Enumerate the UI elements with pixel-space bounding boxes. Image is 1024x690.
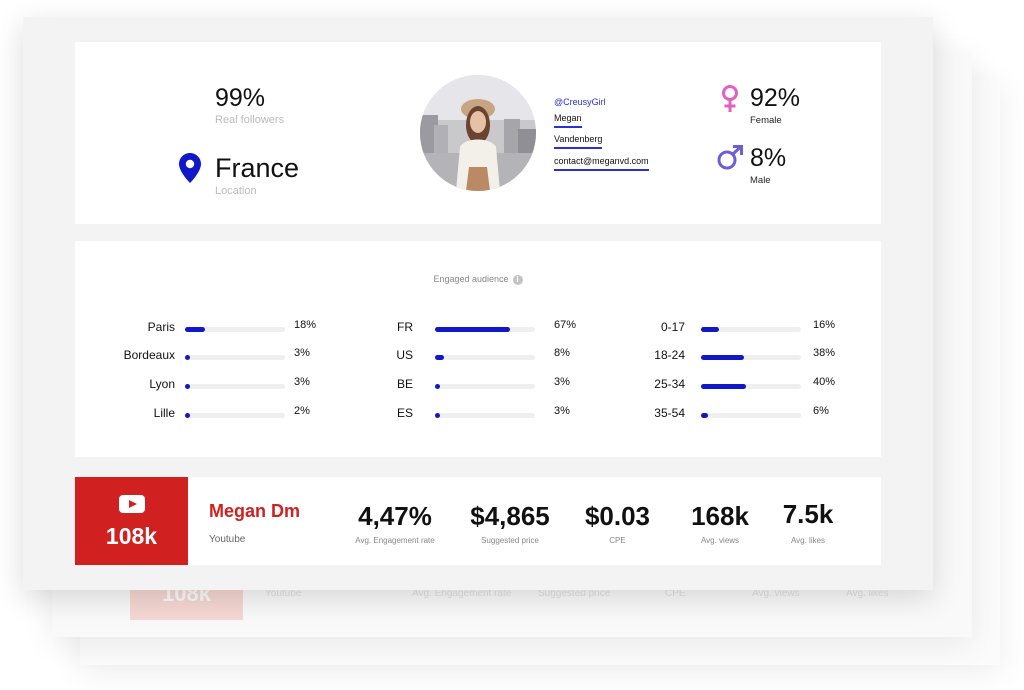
city-bar-fill [185, 355, 190, 360]
ghost-cpe-label: CPE [665, 588, 686, 599]
engagement-rate-value: 4,47% [358, 501, 432, 531]
age-bar-track [701, 384, 801, 389]
channel-name[interactable]: Megan Dm [209, 501, 301, 521]
avg-likes-label: Avg. likes [790, 536, 826, 545]
country-label: FR [397, 320, 413, 334]
avg-likes-value: 7.5k [782, 499, 834, 529]
country-label: BE [396, 377, 413, 391]
info-icon[interactable]: i [512, 274, 523, 285]
country-percent: 67% [554, 319, 577, 331]
country-bar-track [435, 327, 535, 332]
engaged-audience-panel: Engaged audience i Paris 18% Bordeaux 3% Lyon… [75, 241, 881, 457]
age-percent: 6% [813, 405, 829, 417]
city-percent: 2% [294, 405, 310, 417]
engaged-audience-title: Engaged audience [433, 274, 509, 284]
country-bar-fill [435, 327, 510, 332]
city-bar-track [185, 413, 285, 418]
avatar[interactable] [420, 75, 536, 191]
age-bar-fill [701, 384, 746, 389]
real-followers-value: 99% [215, 84, 266, 112]
city-bar-fill [185, 327, 205, 332]
suggested-price-label: Suggested price [481, 536, 539, 545]
followers-count: 108k [105, 523, 158, 549]
country-bar-track [435, 384, 535, 389]
suggested-price-value: $4,865 [470, 501, 550, 531]
male-icon [716, 145, 744, 171]
country-bar-track [435, 413, 535, 418]
city-percent: 18% [294, 319, 317, 331]
country-label: ES [396, 406, 413, 420]
city-label: Lille [153, 406, 175, 420]
age-bar-track [701, 413, 801, 418]
country-label: US [396, 348, 413, 362]
city-bar-track [185, 384, 285, 389]
country-percent: 3% [554, 376, 570, 388]
section-title: Engaged audience i [75, 274, 881, 285]
country-bar-fill [435, 384, 440, 389]
age-bar-track [701, 327, 801, 332]
country-bar-fill [435, 355, 444, 360]
city-label: Paris [147, 320, 175, 334]
male-value: 8% [750, 144, 787, 172]
country-percent: 8% [554, 347, 570, 359]
location-value: France [215, 153, 300, 183]
first-name: Megan [554, 113, 582, 128]
ghost-engagement-label: Avg. Engagement rate [412, 588, 512, 599]
influencer-card: 99% Real followers France Location [23, 17, 933, 590]
city-percent: 3% [294, 376, 310, 388]
age-bar-fill [701, 327, 719, 332]
location-label: Location [215, 185, 257, 197]
age-bar-fill [701, 355, 744, 360]
female-icon [720, 85, 740, 113]
ghost-platform: Youtube [265, 588, 302, 599]
country-bar-track [435, 355, 535, 360]
male-label: Male [750, 175, 771, 186]
city-percent: 3% [294, 347, 310, 359]
city-bar-track [185, 355, 285, 360]
avg-views-label: Avg. views [700, 536, 740, 545]
age-label: 25-34 [654, 377, 685, 391]
ghost-views-label: Avg. views [752, 588, 800, 599]
youtube-followers-box[interactable]: 108k [75, 477, 188, 565]
real-followers-label: Real followers [215, 114, 285, 126]
age-label: 35-54 [654, 406, 685, 420]
age-label: 18-24 [654, 348, 685, 362]
channel-panel: 108k Megan Dm Youtube 4,47% Avg. Engagem… [75, 477, 881, 565]
country-bar-fill [435, 413, 440, 418]
ghost-likes-label: Avg. likes [846, 588, 889, 599]
engagement-rate-label: Avg. Engagement rate [355, 536, 435, 545]
age-bar-track [701, 355, 801, 360]
profile-panel: 99% Real followers France Location [75, 42, 881, 224]
age-percent: 16% [813, 319, 836, 331]
female-label: Female [750, 115, 782, 126]
female-value: 92% [750, 84, 801, 112]
location-pin-icon [179, 153, 201, 183]
cpe-value: $0.03 [584, 501, 651, 531]
age-percent: 40% [813, 376, 836, 388]
youtube-icon [119, 495, 145, 513]
ghost-price-label: Suggested price [538, 588, 611, 599]
country-percent: 3% [554, 405, 570, 417]
city-label: Bordeaux [123, 348, 175, 362]
last-name: Vandenberg [554, 134, 603, 149]
age-bar-fill [701, 413, 708, 418]
avg-views-value: 168k [691, 501, 749, 531]
city-label: Lyon [149, 377, 175, 391]
channel-platform: Youtube [209, 534, 246, 545]
age-percent: 38% [813, 347, 836, 359]
handle-link[interactable]: @CreusyGirl [554, 97, 606, 107]
city-bar-fill [185, 384, 190, 389]
cpe-label: CPE [609, 536, 626, 545]
city-bar-fill [185, 413, 190, 418]
email-link[interactable]: contact@meganvd.com [554, 156, 649, 171]
city-bar-track [185, 327, 285, 332]
age-label: 0-17 [660, 320, 685, 334]
